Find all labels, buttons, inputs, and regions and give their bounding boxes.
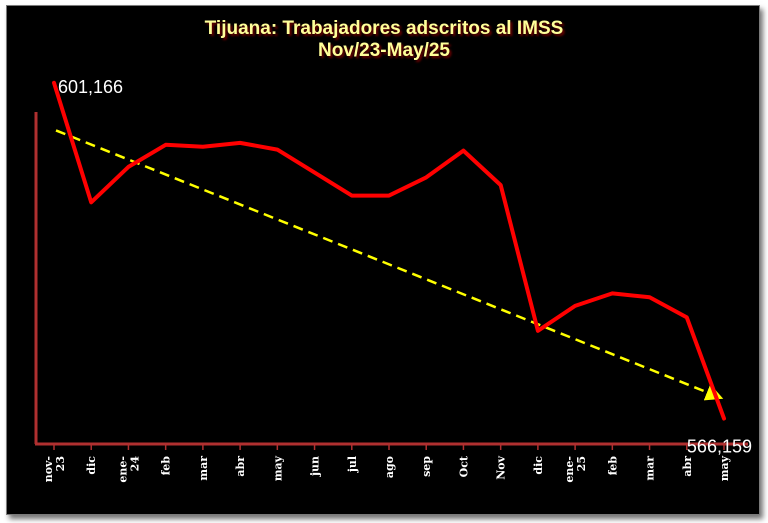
x-tick-label: may: [271, 455, 284, 481]
x-tick-label: abr: [234, 456, 247, 477]
trendline: [55, 129, 724, 401]
trendline-layer: [55, 129, 724, 401]
x-tick-label: ene-25: [563, 456, 588, 483]
x-tick-label: ago: [383, 456, 396, 478]
x-tick-label: sep: [420, 456, 433, 477]
x-tick-label: ene-24: [116, 456, 141, 483]
x-tick-label: abr: [681, 456, 694, 477]
chart-title-block: Tijuana: Trabajadores adscritos al IMSS …: [0, 18, 768, 62]
x-tick-label: mar: [644, 456, 657, 481]
data-labels: 601,166 566,159: [58, 77, 752, 457]
x-tick-label: dic: [532, 456, 545, 475]
x-tick-label: nov-23: [42, 456, 67, 482]
chart-title: Tijuana: Trabajadores adscritos al IMSS: [204, 18, 564, 39]
x-tick-label: jun: [309, 456, 322, 477]
data-label: 601,166: [58, 77, 123, 97]
x-tick-label: Oct: [457, 455, 470, 477]
chart-frame: [6, 5, 760, 515]
chart-subtitle: Nov/23-May/25: [317, 40, 450, 61]
x-tick-label: feb: [160, 456, 173, 476]
x-tick-labels: nov-23 dic ene-24 feb mar abr may jun jul ago sep O…: [42, 455, 731, 482]
x-tick-label: Nov: [495, 455, 508, 479]
data-label: 566,159: [687, 437, 752, 457]
x-tick-label: feb: [606, 456, 619, 476]
x-tick-label: dic: [85, 456, 98, 475]
x-tick-label: mar: [197, 456, 210, 481]
series-layer: [52, 80, 726, 421]
series-line: [52, 80, 726, 421]
x-tick-label: jul: [346, 456, 359, 473]
x-tick-label: may: [718, 455, 731, 481]
axes: [34, 112, 748, 450]
